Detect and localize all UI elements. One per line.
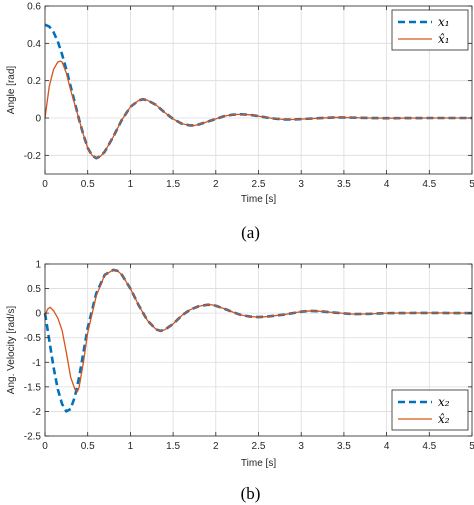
y-tick-label: -2.5: [24, 432, 42, 443]
x-tick-label: 1: [128, 179, 134, 190]
legend-box: [391, 389, 469, 431]
x-tick-label: 0.5: [81, 441, 95, 452]
x-tick-label: 1.5: [166, 441, 180, 452]
x-tick-label: 2: [213, 179, 219, 190]
x-tick-label: 5: [469, 441, 474, 452]
series-line-2: [44, 269, 473, 393]
y-axis-label: Ang. Velocity [rad/s]: [6, 306, 17, 395]
y-tick-label: -0.2: [24, 151, 42, 162]
legend-entry-label: x₂: [438, 395, 450, 409]
y-tick-label: -0.5: [24, 333, 42, 344]
chart-1: 0 0.5 1 1.5 2 2.5 3 3.5 4 4.5 5 -0.2 0 0.2 0.4 0.6 Time …: [6, 2, 474, 243]
x-tick-label: 0: [42, 441, 48, 452]
x-tick-label: 3.5: [337, 179, 351, 190]
x-tick-label: 1.5: [166, 179, 180, 190]
x-tick-label: 2: [213, 441, 219, 452]
y-tick-label: 0: [35, 114, 41, 125]
legend-entry-label: x̂₂: [438, 412, 450, 426]
chart-2: 0 0.5 1 1.5 2 2.5 3 3.5 4 4.5 5 -2.5 -2 -1.5 -1 -0.5 0 0.…: [6, 260, 474, 504]
legend-entry-label: x̂₁: [438, 32, 450, 46]
y-tick-label: 0.2: [27, 76, 41, 87]
y-tick-label: 0: [35, 309, 41, 320]
x-tick-label: 2.5: [252, 179, 266, 190]
x-tick-label: 2.5: [252, 441, 266, 452]
y-tick-label: 1: [35, 260, 41, 271]
x-axis-label: Time [s]: [241, 458, 276, 469]
subfigure-caption: (b): [241, 484, 261, 503]
x-tick-label: 5: [469, 179, 474, 190]
x-tick-label: 4.5: [422, 179, 436, 190]
legend-entry-label: x₁: [438, 15, 450, 29]
y-tick-label: 0.4: [27, 39, 41, 50]
x-tick-label: 4: [384, 179, 390, 190]
x-tick-label: 3.5: [337, 441, 351, 452]
x-tick-label: 0.5: [81, 179, 95, 190]
series-line-2: [44, 60, 472, 159]
y-tick-label: -2: [32, 407, 41, 418]
y-tick-label: -1: [32, 358, 41, 369]
subfigure-caption: (a): [241, 223, 260, 242]
x-tick-label: 1: [128, 441, 134, 452]
x-tick-label: 3: [298, 179, 304, 190]
legend-box: [391, 9, 469, 51]
x-tick-label: 4: [384, 441, 390, 452]
legend: x₂ x̂₂: [391, 389, 469, 431]
x-tick-label: 3: [298, 441, 304, 452]
x-tick-label: 0: [42, 179, 48, 190]
y-tick-label: 0.6: [27, 2, 41, 13]
y-axis-label: Angle [rad]: [6, 66, 17, 115]
x-axis-label: Time [s]: [241, 194, 276, 205]
y-tick-label: -1.5: [24, 382, 42, 393]
legend: x₁ x̂₁: [391, 9, 469, 51]
y-tick-label: 0.5: [27, 284, 41, 295]
x-tick-label: 4.5: [422, 441, 436, 452]
